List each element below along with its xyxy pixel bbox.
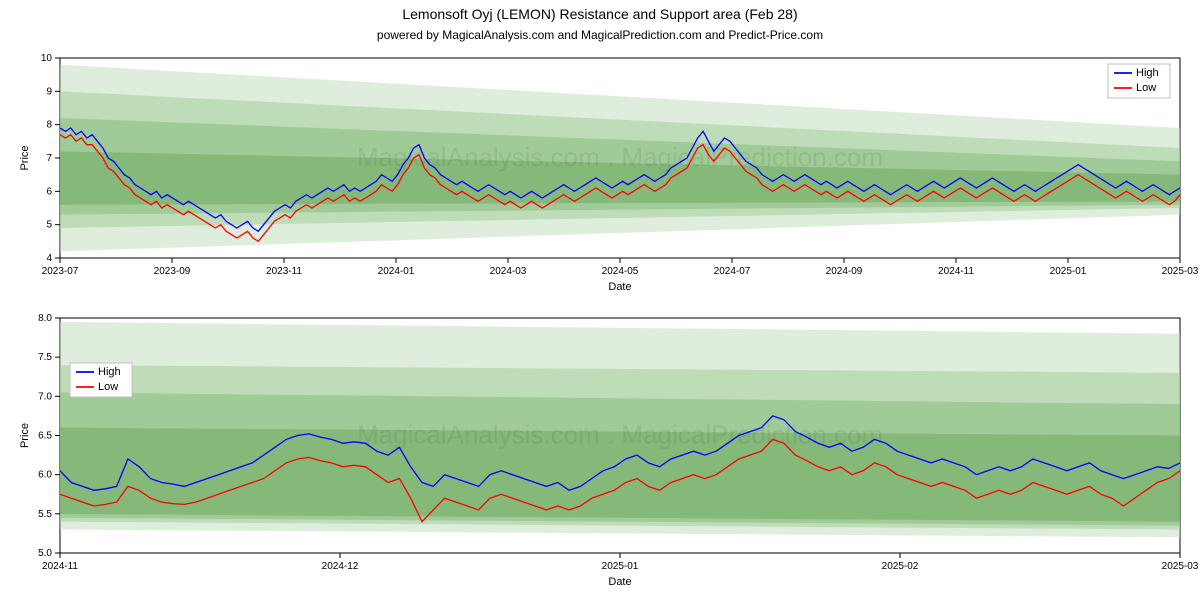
x-tick-label: 2024-05 [602, 266, 639, 277]
y-tick-label: 7 [46, 153, 52, 164]
y-tick-label: 9 [46, 86, 52, 97]
x-tick-label: 2024-12 [322, 561, 359, 572]
x-tick-label: 2023-07 [42, 266, 79, 277]
sub-title: powered by MagicalAnalysis.com and Magic… [0, 28, 1200, 42]
y-tick-label: 8 [46, 120, 52, 131]
legend-label: Low [98, 381, 118, 393]
x-tick-label: 2025-02 [882, 561, 919, 572]
y-tick-label: 7.5 [38, 352, 52, 363]
y-tick-label: 10 [41, 53, 53, 64]
x-tick-label: 2024-01 [378, 266, 415, 277]
x-tick-label: 2024-07 [714, 266, 751, 277]
y-tick-label: 4 [46, 253, 52, 264]
legend-label: High [98, 366, 121, 378]
top-chart: MagicalAnalysis.com . MagicalPrediction.… [0, 48, 1200, 303]
y-tick-label: 5 [46, 220, 52, 231]
x-tick-label: 2025-03 [1162, 561, 1199, 572]
watermark-text: MagicalAnalysis.com . MagicalPrediction.… [357, 142, 883, 172]
x-tick-label: 2025-03 [1162, 266, 1199, 277]
x-tick-label: 2024-03 [490, 266, 527, 277]
x-tick-label: 2023-11 [266, 266, 302, 277]
y-tick-label: 6.0 [38, 470, 52, 481]
x-tick-label: 2024-11 [938, 266, 974, 277]
y-tick-label: 5.5 [38, 509, 52, 520]
x-tick-label: 2025-01 [602, 561, 639, 572]
y-tick-label: 5.0 [38, 548, 52, 559]
x-tick-label: 2024-09 [826, 266, 863, 277]
x-tick-label: 2025-01 [1050, 266, 1087, 277]
x-axis-label: Date [608, 281, 631, 293]
y-tick-label: 6 [46, 186, 52, 197]
y-tick-label: 7.0 [38, 391, 52, 402]
y-tick-label: 6.5 [38, 431, 52, 442]
legend-label: High [1136, 67, 1159, 79]
bottom-chart: MagicalAnalysis.com . MagicalPrediction.… [0, 308, 1200, 598]
legend-label: Low [1136, 82, 1156, 94]
main-title: Lemonsoft Oyj (LEMON) Resistance and Sup… [0, 6, 1200, 22]
y-tick-label: 8.0 [38, 313, 52, 324]
y-axis-label: Price [19, 145, 31, 170]
x-tick-label: 2023-09 [154, 266, 191, 277]
y-axis-label: Price [19, 423, 31, 448]
x-axis-label: Date [608, 576, 631, 588]
watermark-text: MagicalAnalysis.com . MagicalPrediction.… [357, 420, 883, 450]
x-tick-label: 2024-11 [42, 561, 78, 572]
